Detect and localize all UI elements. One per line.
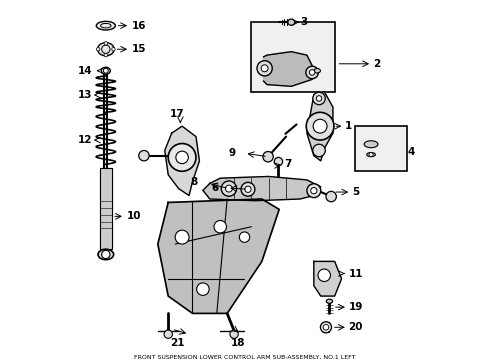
Text: 20: 20 [348,322,362,332]
Ellipse shape [313,68,320,73]
Circle shape [368,153,372,157]
Text: 6: 6 [211,183,218,193]
Circle shape [312,92,325,105]
Circle shape [214,220,226,233]
Circle shape [229,330,238,338]
Circle shape [168,144,196,171]
Circle shape [305,112,333,140]
Text: 5: 5 [351,187,359,197]
Text: 2: 2 [372,59,379,69]
Text: 19: 19 [348,302,362,312]
Text: 7: 7 [284,159,291,169]
Polygon shape [158,199,279,314]
Polygon shape [306,91,332,161]
Text: 9: 9 [228,148,236,158]
Text: 10: 10 [126,211,141,221]
Circle shape [221,181,236,196]
Circle shape [111,48,115,51]
Polygon shape [164,126,199,195]
Ellipse shape [364,141,377,148]
Ellipse shape [101,23,111,28]
Text: 17: 17 [169,109,184,119]
Circle shape [320,322,331,333]
Circle shape [309,70,314,75]
Circle shape [102,45,110,53]
Ellipse shape [325,299,332,303]
Circle shape [312,144,325,157]
Text: 12: 12 [78,135,92,145]
Text: 8: 8 [190,177,198,187]
Circle shape [306,184,320,198]
Ellipse shape [366,153,375,157]
Text: 3: 3 [299,17,306,27]
Polygon shape [263,51,313,86]
Text: 14: 14 [78,66,93,76]
Polygon shape [100,168,112,249]
Circle shape [325,192,336,202]
Circle shape [257,61,272,76]
Circle shape [239,232,249,242]
Circle shape [103,68,108,73]
Circle shape [175,230,189,244]
Circle shape [139,150,149,161]
Circle shape [176,151,188,164]
Text: 11: 11 [348,269,362,279]
Circle shape [263,152,273,162]
Circle shape [274,157,282,166]
Polygon shape [313,261,341,296]
FancyBboxPatch shape [355,126,407,171]
Circle shape [305,66,318,79]
Text: 4: 4 [407,147,414,157]
Text: FRONT SUSPENSION LOWER CONTROL ARM SUB-ASSEMBLY, NO.1 LEFT: FRONT SUSPENSION LOWER CONTROL ARM SUB-A… [134,355,354,360]
Circle shape [196,283,209,295]
Ellipse shape [98,249,113,260]
Circle shape [310,188,316,194]
Text: 16: 16 [132,21,146,31]
Text: 13: 13 [78,90,92,100]
Circle shape [96,48,100,51]
Circle shape [164,330,172,338]
Circle shape [316,96,321,101]
Ellipse shape [97,42,114,56]
Ellipse shape [96,21,115,30]
Circle shape [225,185,232,192]
Ellipse shape [287,19,294,25]
Circle shape [244,186,250,192]
Text: 21: 21 [169,338,184,348]
Circle shape [104,42,107,45]
Circle shape [241,183,254,196]
Circle shape [261,65,267,72]
Circle shape [104,53,107,57]
Text: 1: 1 [345,121,351,131]
Ellipse shape [101,67,110,74]
FancyBboxPatch shape [251,22,334,91]
Circle shape [323,324,328,330]
Circle shape [312,119,326,133]
Text: 18: 18 [230,338,244,348]
Polygon shape [203,176,320,201]
Circle shape [317,269,330,282]
Circle shape [102,250,110,258]
Text: 15: 15 [132,44,146,54]
